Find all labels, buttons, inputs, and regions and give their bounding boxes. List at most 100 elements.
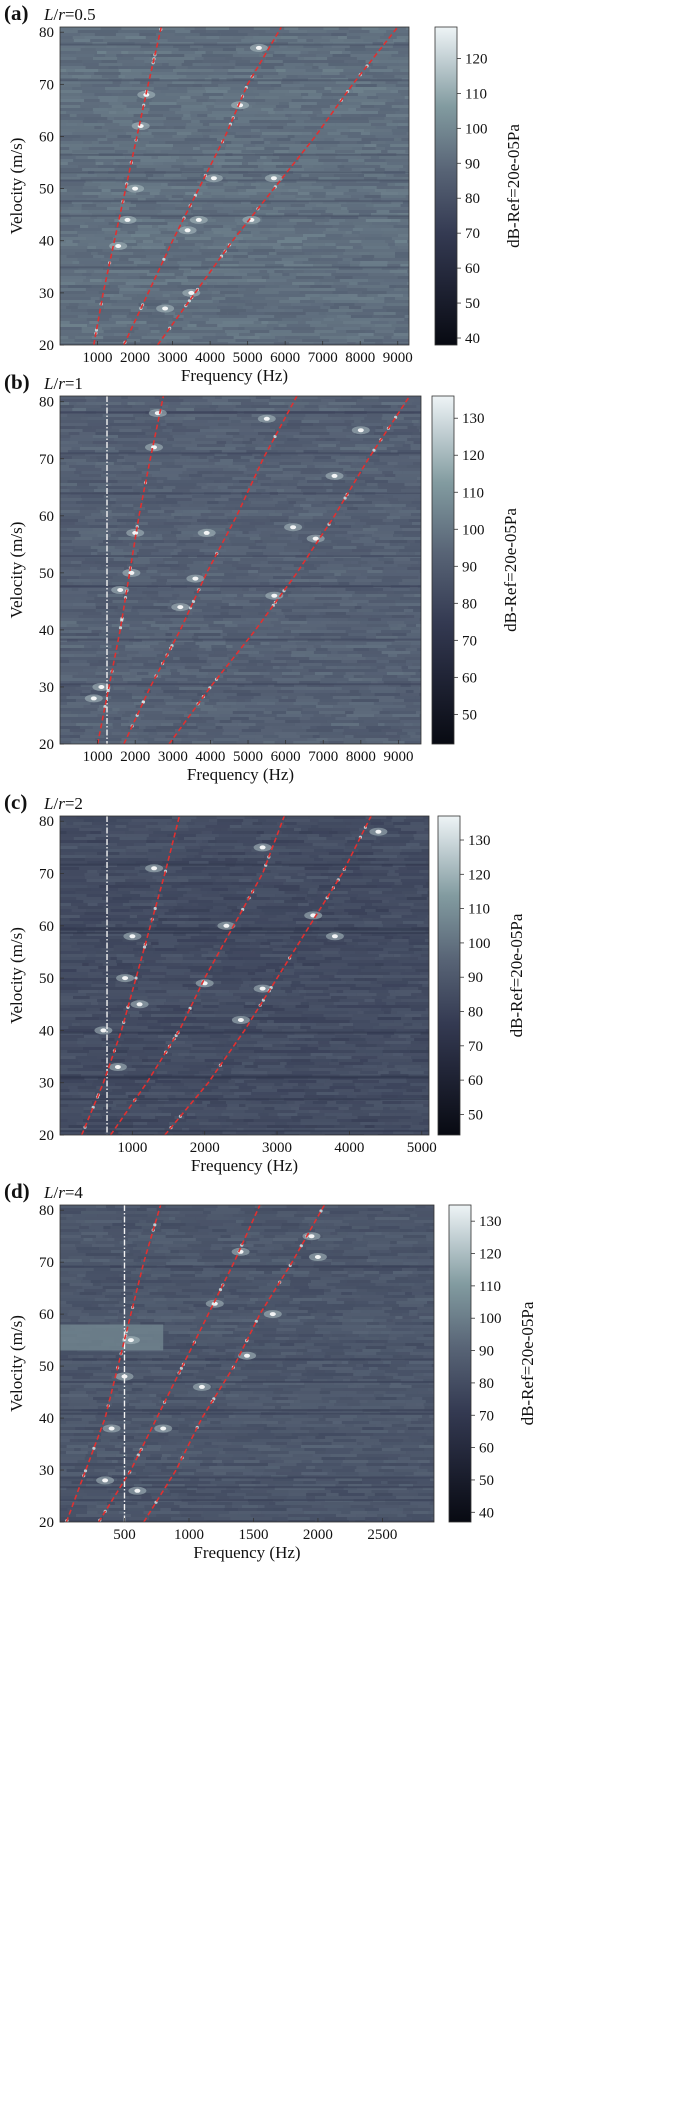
trend-line-3 (168, 396, 411, 744)
y-tick-label: 80 (39, 1203, 54, 1219)
y-axis-label: Velocity (m/s) (7, 927, 26, 1024)
chart-panel-4: 500 1000 1500 2000 2500 20 30 40 50 60 70 80 Frequen… (4, 1179, 537, 1562)
y-tick-label: 60 (39, 129, 54, 145)
x-axis-label: Frequency (Hz) (187, 765, 294, 784)
x-tick-label: 1000 (174, 1527, 204, 1543)
trend-line-2 (98, 1205, 261, 1522)
x-axis-label: Frequency (Hz) (181, 366, 288, 385)
colorbar-tick-label: 40 (479, 1505, 494, 1521)
y-tick-label: 60 (39, 1307, 54, 1323)
colorbar-tick-label: 50 (479, 1473, 494, 1489)
colorbar-tick-label: 70 (479, 1408, 494, 1424)
y-tick-label: 60 (39, 509, 54, 525)
colorbar-label: dB-Ref=20e-05Pa (504, 124, 523, 248)
x-tick-label: 1000 (117, 1140, 147, 1156)
y-axis-label: Velocity (m/s) (7, 138, 26, 235)
y-tick-label: 20 (39, 737, 54, 753)
y-tick-label: 30 (39, 1076, 54, 1092)
colorbar-tick-label: 60 (462, 670, 477, 686)
x-tick-label: 9000 (383, 350, 413, 366)
colorbar-tick-label: 80 (462, 596, 477, 612)
y-tick-label: 30 (39, 286, 54, 302)
x-tick-label: 4000 (195, 749, 225, 765)
y-tick-label: 20 (39, 1128, 54, 1144)
colorbar-tick-label: 70 (462, 633, 477, 649)
colorbar-tick-label: 90 (462, 559, 477, 575)
x-tick-label: 8000 (345, 350, 375, 366)
colorbar-tick-label: 130 (462, 411, 485, 427)
chart-panel-1: 1000 2000 3000 4000 5000 6000 7000 8000 9000 20 30… (4, 1, 523, 385)
colorbar-tick-label: 120 (465, 51, 488, 67)
x-tick-label: 7000 (308, 749, 338, 765)
colorbar-tick-label: 130 (468, 833, 491, 849)
x-tick-label: 7000 (308, 350, 338, 366)
colorbar-tick-label: 110 (462, 485, 484, 501)
trend-line-3 (143, 1205, 326, 1522)
x-tick-label: 9000 (383, 749, 413, 765)
panel-label: (c) (4, 790, 27, 814)
y-tick-label: 70 (39, 867, 54, 883)
x-tick-label: 2000 (120, 749, 150, 765)
trend-line-1 (80, 816, 181, 1135)
trend-line-1 (65, 1205, 162, 1522)
trend-line-1 (96, 396, 165, 744)
panel-label: (b) (4, 370, 30, 394)
y-tick-label: 50 (39, 1359, 54, 1375)
colorbar-tick-label: 60 (468, 1073, 483, 1089)
colorbar-tick-label: 70 (465, 226, 480, 242)
x-tick-label: 2500 (367, 1527, 397, 1543)
x-tick-label: 5000 (233, 749, 263, 765)
colorbar-tick-label: 40 (465, 331, 480, 347)
x-tick-label: 2000 (190, 1140, 220, 1156)
colorbar-tick-label: 80 (465, 191, 480, 207)
y-axis-label: Velocity (m/s) (7, 1315, 26, 1412)
colorbar-tick-label: 100 (468, 936, 491, 952)
y-tick-label: 60 (39, 919, 54, 935)
y-tick-label: 70 (39, 452, 54, 468)
y-tick-label: 20 (39, 1515, 54, 1531)
panel-label: (d) (4, 1179, 30, 1203)
plot-frame (59, 1204, 435, 1523)
x-tick-label: 500 (113, 1527, 136, 1543)
panel-label: (a) (4, 1, 29, 25)
x-tick-label: 1500 (238, 1527, 268, 1543)
colorbar-tick-label: 120 (479, 1247, 502, 1263)
plot-frame (59, 815, 430, 1136)
x-tick-label: 6000 (270, 350, 300, 366)
colorbar-tick-label: 130 (479, 1214, 502, 1230)
x-tick-label: 2000 (303, 1527, 333, 1543)
colorbar-label: dB-Ref=20e-05Pa (507, 913, 526, 1037)
y-tick-label: 50 (39, 566, 54, 582)
colorbar-label: dB-Ref=20e-05Pa (501, 508, 520, 632)
chart-panel-3: 1000 2000 3000 4000 5000 20 30 40 50 60 70 80 Freque… (4, 790, 526, 1175)
y-tick-label: 40 (39, 234, 54, 250)
y-tick-label: 70 (39, 1255, 54, 1271)
x-tick-label: 8000 (346, 749, 376, 765)
bright-band (60, 1324, 164, 1351)
colorbar-tick-label: 80 (479, 1376, 494, 1392)
colorbar-tick-label: 90 (465, 156, 480, 172)
x-tick-label: 4000 (334, 1140, 364, 1156)
trend-line-1 (93, 27, 163, 345)
colorbar-tick-label: 110 (468, 902, 490, 918)
colorbar-tick-label: 80 (468, 1005, 483, 1021)
colorbar (448, 1204, 472, 1523)
colorbar-tick-label: 50 (462, 707, 477, 723)
y-tick-label: 80 (39, 814, 54, 830)
colorbar-tick-label: 60 (479, 1441, 494, 1457)
x-tick-label: 5000 (407, 1140, 437, 1156)
heatmap-area (60, 396, 421, 744)
x-tick-label: 5000 (233, 350, 263, 366)
chart-panel-2: 1000 2000 3000 4000 5000 6000 7000 8000 9000 20 30… (4, 370, 520, 784)
colorbar-tick-label: 90 (479, 1344, 494, 1360)
y-tick-label: 30 (39, 1463, 54, 1479)
y-tick-label: 40 (39, 1411, 54, 1427)
y-tick-label: 40 (39, 1023, 54, 1039)
y-tick-label: 50 (39, 182, 54, 198)
colorbar (434, 26, 458, 346)
x-tick-label: 6000 (271, 749, 301, 765)
colorbar-tick-label: 60 (465, 261, 480, 277)
colorbar (437, 815, 461, 1136)
colorbar-tick-label: 90 (468, 970, 483, 986)
y-tick-label: 20 (39, 338, 54, 354)
